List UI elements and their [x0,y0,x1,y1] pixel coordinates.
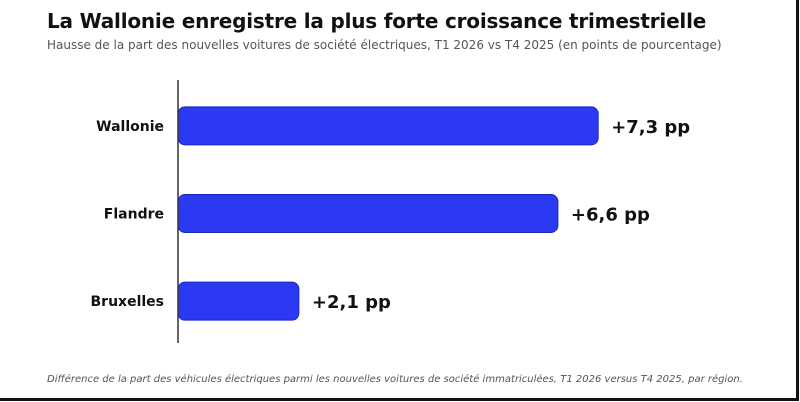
value-label-bruxelles: +2,1 pp [312,292,391,313]
bar-wallonie [177,106,599,146]
bars-layer: Wallonie +7,3 pp Flandre +6,6 pp Bruxelles +2… [91,106,690,321]
chart-title: La Wallonie enregistre la plus forte cro… [47,9,707,33]
value-label-wallonie: +7,3 pp [611,117,690,138]
chart-subtitle: Hausse de la part des nouvelles voitures… [47,38,722,52]
chart-footnote: Différence de la part des véhicules élec… [47,374,743,385]
category-label-flandre: Flandre [104,207,164,223]
category-label-wallonie: Wallonie [96,119,164,135]
bar-flandre [177,194,559,233]
value-label-flandre: +6,6 pp [571,205,650,226]
bar-bruxelles [177,281,300,321]
category-label-bruxelles: Bruxelles [91,294,165,310]
